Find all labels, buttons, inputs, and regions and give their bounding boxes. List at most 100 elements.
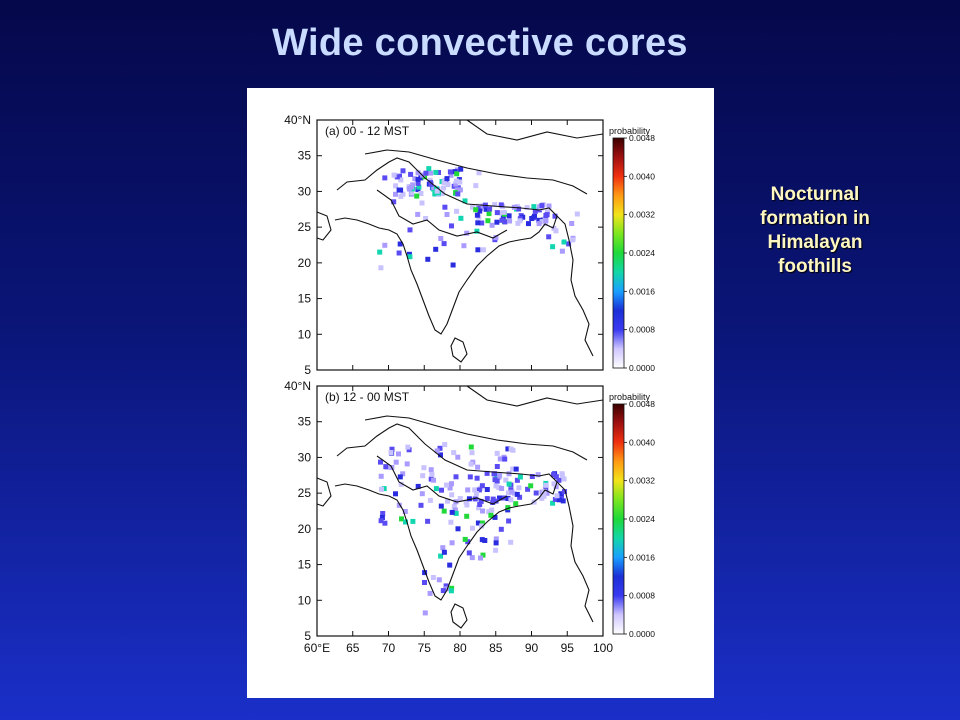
probability-cell: [442, 509, 447, 514]
probability-cell: [570, 237, 575, 242]
probability-cell: [415, 212, 420, 217]
probability-cell: [449, 588, 454, 593]
probability-cell: [485, 218, 490, 223]
probability-cell: [425, 519, 430, 524]
lon-label: 95: [561, 641, 575, 655]
probability-cell: [494, 483, 499, 488]
probability-cell: [450, 540, 455, 545]
lon-label: 90: [525, 641, 539, 655]
probability-cell: [493, 477, 498, 482]
lat-label: 35: [298, 149, 312, 163]
probability-cell: [451, 450, 456, 455]
probability-cell: [389, 450, 394, 455]
probability-cell: [394, 460, 399, 465]
lat-label: 40°N: [284, 379, 311, 393]
panel-b-map: (b) 12 - 00 MST 40°N 35 30 25 20 15 10 5 probabil…: [284, 379, 655, 643]
lat-label: 35: [298, 415, 312, 429]
probability-cell: [445, 212, 450, 217]
probability-cell: [508, 540, 513, 545]
lat-label: 25: [298, 220, 312, 234]
probability-cell: [437, 577, 442, 582]
colorbar-tick-label: 0.0024: [629, 514, 655, 524]
probability-cell: [438, 236, 443, 241]
probability-cell: [529, 216, 534, 221]
probability-cell: [458, 216, 463, 221]
probability-cell: [409, 191, 414, 196]
lat-label: 15: [298, 558, 312, 572]
probability-cell: [454, 171, 459, 176]
probability-cell: [434, 486, 439, 491]
probability-cell: [562, 240, 567, 245]
probability-cell: [446, 182, 451, 187]
probability-cell: [405, 461, 410, 466]
probability-cell: [475, 247, 480, 252]
probability-cell: [464, 514, 469, 519]
probability-cell: [515, 492, 520, 497]
probability-cell: [433, 170, 438, 175]
probability-cell: [379, 518, 384, 523]
probability-cell: [545, 212, 550, 217]
probability-cell: [420, 473, 425, 478]
probability-cell: [575, 212, 580, 217]
probability-cell: [517, 218, 522, 223]
lon-label: 85: [489, 641, 503, 655]
probability-cell: [560, 473, 565, 478]
probability-cell: [439, 488, 444, 493]
lat-label: 30: [298, 450, 312, 464]
probability-cell: [539, 203, 544, 208]
probability-cell: [397, 251, 402, 256]
probability-cell: [419, 503, 424, 508]
probability-cell: [555, 493, 560, 498]
slide-title: Wide convective cores: [0, 22, 960, 65]
panel-label: (a) 00 - 12 MST: [325, 124, 410, 138]
colorbar-tick-label: 0.0032: [629, 476, 655, 486]
probability-cell: [442, 241, 447, 246]
annotation-line-2: formation in: [742, 207, 888, 231]
probability-cell: [456, 526, 461, 531]
probability-cell: [382, 175, 387, 180]
probability-cell: [494, 540, 499, 545]
annotation-text: Nocturnal formation in Himalayan foothil…: [742, 183, 888, 279]
probability-cell: [420, 201, 425, 206]
probability-cell: [428, 498, 433, 503]
panel-label: (b) 12 - 00 MST: [325, 390, 410, 404]
probability-cell: [470, 526, 475, 531]
probability-cell: [499, 486, 504, 491]
probability-cell: [502, 210, 507, 215]
probability-cell: [449, 492, 454, 497]
lat-label: 40°N: [284, 113, 311, 127]
probability-cell: [502, 457, 507, 462]
probability-cell: [409, 185, 414, 190]
probability-cell: [528, 483, 533, 488]
colorbar-tick-label: 0.0048: [629, 133, 655, 143]
probability-cell: [455, 192, 460, 197]
probability-cell: [531, 204, 536, 209]
probability-cell: [509, 490, 514, 495]
probability-cell: [421, 465, 426, 470]
probability-cell: [478, 556, 483, 561]
probability-cell: [513, 501, 518, 506]
probability-cell: [480, 509, 485, 514]
probability-cell: [393, 192, 398, 197]
colorbar-tick-label: 0.0008: [629, 591, 655, 601]
probability-cell: [439, 504, 444, 509]
probability-cell: [560, 249, 565, 254]
probability-cell: [550, 244, 555, 249]
probability-maps-figure: (a) 00 - 12 MST40°N3530252015105probabil…: [247, 88, 714, 698]
probability-cell: [537, 221, 542, 226]
probability-cell: [422, 580, 427, 585]
probability-cell: [416, 177, 421, 182]
probability-cell: [507, 213, 512, 218]
probability-cell: [516, 485, 521, 490]
probability-cell: [470, 555, 475, 560]
probability-cell: [554, 474, 559, 479]
colorbar-tick-label: 0.0000: [629, 629, 655, 639]
annotation-line-4: foothills: [742, 255, 888, 279]
colorbar-tick-label: 0.0040: [629, 437, 655, 447]
colorbar-tick-label: 0.0000: [629, 363, 655, 373]
probability-cell: [383, 464, 388, 469]
probability-cell: [423, 171, 428, 176]
probability-cell: [469, 462, 474, 467]
probability-cell: [543, 218, 548, 223]
probability-cell: [482, 538, 487, 543]
